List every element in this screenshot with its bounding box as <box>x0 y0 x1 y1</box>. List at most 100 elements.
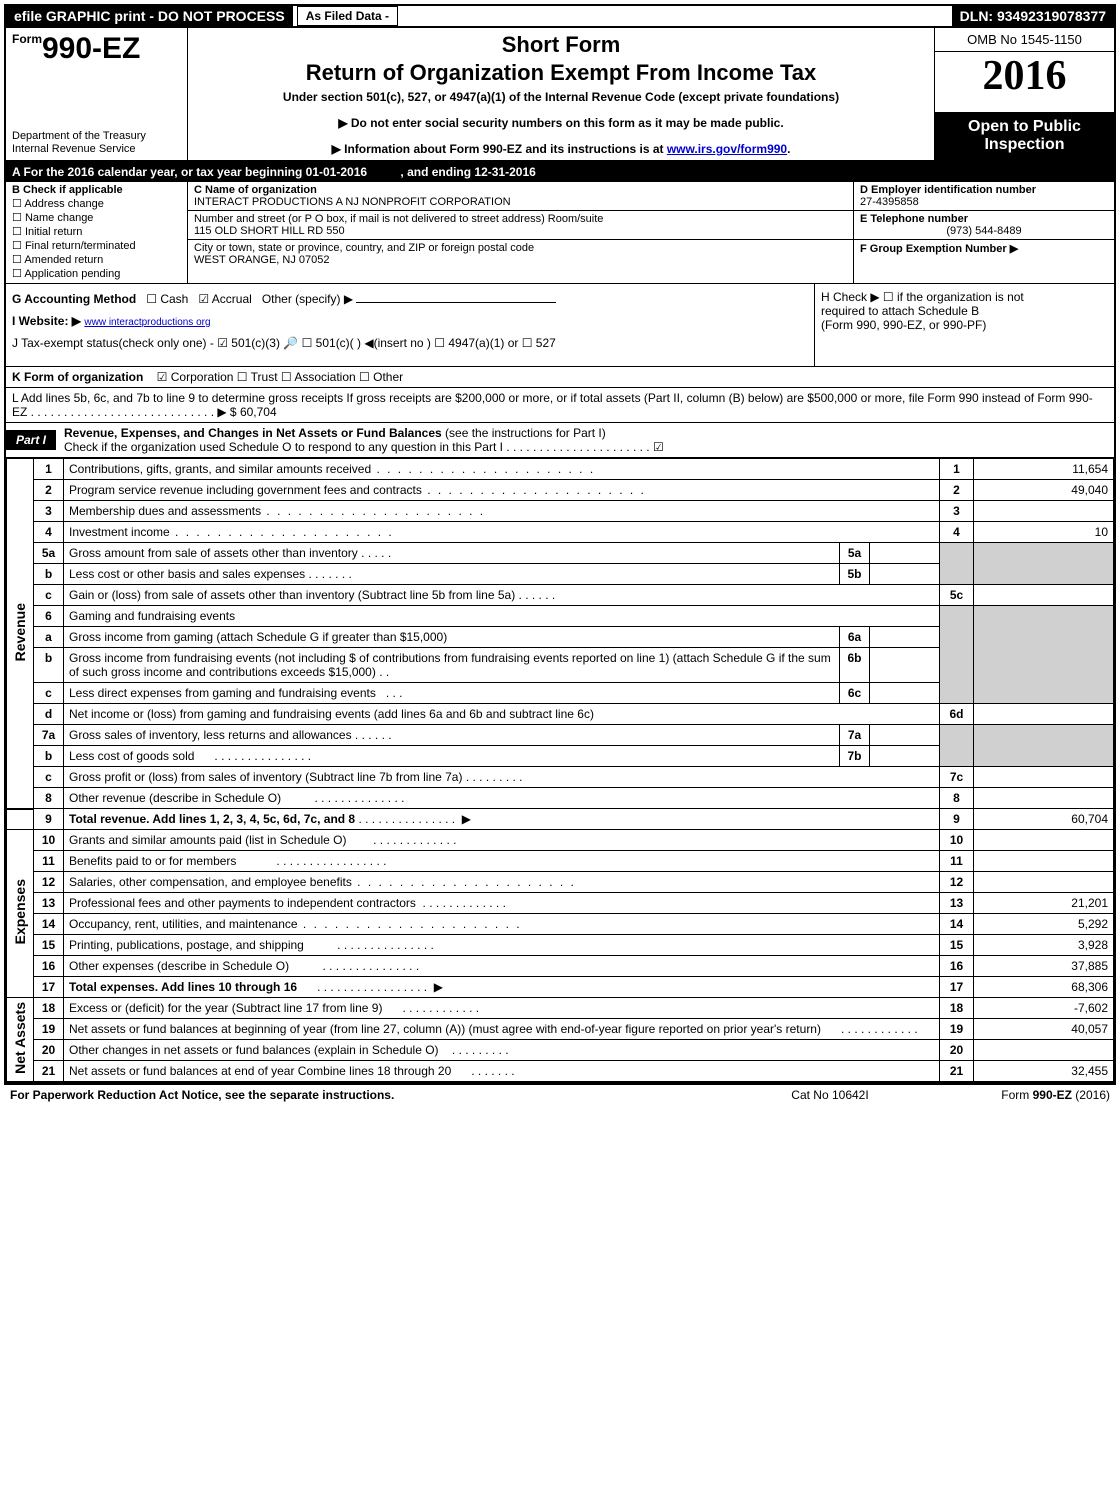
as-filed-label: As Filed Data - <box>297 6 398 26</box>
f-header: F Group Exemption Number ▶ <box>860 243 1018 255</box>
table-row: 11 Benefits paid to or for members . . .… <box>7 851 1114 872</box>
desc: Contributions, gifts, grants, and simila… <box>64 459 940 480</box>
sidebar-expenses: Expenses <box>7 830 34 998</box>
table-row: 2 Program service revenue including gove… <box>7 480 1114 501</box>
table-row: c Gain or (loss) from sale of assets oth… <box>7 585 1114 606</box>
table-row: 5a Gross amount from sale of assets othe… <box>7 543 1114 564</box>
department: Department of the Treasury Internal Reve… <box>12 130 181 156</box>
part1-title-bold: Revenue, Expenses, and Changes in Net As… <box>64 426 442 440</box>
table-row: Revenue 1 Contributions, gifts, grants, … <box>7 459 1114 480</box>
c-city-block: City or town, state or province, country… <box>188 240 853 268</box>
chk-pending[interactable]: ☐ Application pending <box>12 267 181 280</box>
website-link[interactable]: www interactproductions org <box>84 317 210 328</box>
under-section: Under section 501(c), 527, or 4947(a)(1)… <box>194 90 928 104</box>
sidebar-revenue: Revenue <box>7 459 34 809</box>
top-bar: efile GRAPHIC print - DO NOT PROCESS As … <box>6 6 1114 28</box>
i-line: I Website: ▶ www interactproductions org <box>12 314 808 328</box>
dept-line1: Department of the Treasury <box>12 130 181 143</box>
main-title: Return of Organization Exempt From Incom… <box>194 60 928 86</box>
d-header: D Employer identification number <box>860 184 1036 196</box>
table-row: Net Assets 18 Excess or (deficit) for th… <box>7 998 1114 1019</box>
table-row: 16 Other expenses (describe in Schedule … <box>7 956 1114 977</box>
part1-table: Revenue 1 Contributions, gifts, grants, … <box>6 458 1114 1082</box>
table-row: 3 Membership dues and assessments 3 <box>7 501 1114 522</box>
part1-check: Check if the organization used Schedule … <box>64 440 664 454</box>
dept-line2: Internal Revenue Service <box>12 143 181 156</box>
tax-year: 2016 <box>935 52 1114 112</box>
footer: For Paperwork Reduction Act Notice, see … <box>4 1084 1116 1105</box>
header-row: Form990-EZ Department of the Treasury In… <box>6 28 1114 162</box>
chk-address-change[interactable]: ☐ Address change <box>12 197 181 210</box>
section-b: B Check if applicable ☐ Address change ☐… <box>6 182 1114 284</box>
table-row: 9 Total revenue. Add lines 1, 2, 3, 4, 5… <box>7 809 1114 830</box>
col-g: G Accounting Method ☐ Cash ☑ Accrual Oth… <box>6 284 814 366</box>
chk-name-change[interactable]: ☐ Name change <box>12 211 181 224</box>
footer-right: Form 990-EZ (2016) <box>930 1088 1110 1102</box>
table-row: 6 Gaming and fundraising events <box>7 606 1114 627</box>
c-label: C Name of organization <box>194 184 317 196</box>
part1-tag: Part I <box>6 430 56 450</box>
note-info: ▶ Information about Form 990-EZ and its … <box>194 142 928 156</box>
spacer <box>398 6 952 26</box>
h-line3: (Form 990, 990-EZ, or 990-PF) <box>821 318 1108 332</box>
f-block: F Group Exemption Number ▶ <box>854 240 1114 257</box>
street-label: Number and street (or P O box, if mail i… <box>194 213 603 225</box>
table-row: d Net income or (loss) from gaming and f… <box>7 704 1114 725</box>
phone-value: (973) 544-8489 <box>860 225 1108 237</box>
table-row: 14 Occupancy, rent, utilities, and maint… <box>7 914 1114 935</box>
chk-initial-return[interactable]: ☐ Initial return <box>12 225 181 238</box>
part1-sub: (see the instructions for Part I) <box>442 426 606 440</box>
e-header: E Telephone number <box>860 213 968 225</box>
col-b: B Check if applicable ☐ Address change ☐… <box>6 182 188 283</box>
table-row: 7a Gross sales of inventory, less return… <box>7 725 1114 746</box>
row-l: L Add lines 5b, 6c, and 7b to line 9 to … <box>6 388 1114 423</box>
h-line2: required to attach Schedule B <box>821 304 1108 318</box>
irs-link[interactable]: www.irs.gov/form990 <box>667 142 787 156</box>
city-value: WEST ORANGE, NJ 07052 <box>194 254 330 266</box>
table-row: 21 Net assets or fund balances at end of… <box>7 1061 1114 1082</box>
j-label: J Tax-exempt status(check only one) - ☑ … <box>12 336 556 350</box>
part1-header: Part I Revenue, Expenses, and Changes in… <box>6 423 1114 458</box>
g-other: Other (specify) ▶ <box>262 292 353 306</box>
dln-label: DLN: 93492319078377 <box>952 6 1114 26</box>
table-row: 15 Printing, publications, postage, and … <box>7 935 1114 956</box>
g-cash[interactable]: ☐ Cash <box>146 292 188 306</box>
chk-final-return[interactable]: ☐ Final return/terminated <box>12 239 181 252</box>
chk-amended[interactable]: ☐ Amended return <box>12 253 181 266</box>
col-d: D Employer identification number 27-4395… <box>854 182 1114 283</box>
table-row: 13 Professional fees and other payments … <box>7 893 1114 914</box>
c-street-block: Number and street (or P O box, if mail i… <box>188 211 853 240</box>
col-c: C Name of organization INTERACT PRODUCTI… <box>188 182 854 283</box>
d-block: D Employer identification number 27-4395… <box>854 182 1114 211</box>
footer-left: For Paperwork Reduction Act Notice, see … <box>10 1088 730 1102</box>
city-label: City or town, state or province, country… <box>194 242 534 254</box>
note2-post: . <box>787 142 790 156</box>
rval: 11,654 <box>974 459 1114 480</box>
k-label: K Form of organization <box>12 370 143 384</box>
header-left: Form990-EZ Department of the Treasury In… <box>6 28 188 160</box>
i-label: I Website: ▶ <box>12 314 81 328</box>
part1-title: Revenue, Expenses, and Changes in Net As… <box>56 423 1114 457</box>
g-other-input[interactable] <box>356 302 556 303</box>
h-line1: H Check ▶ ☐ if the organization is not <box>821 290 1108 304</box>
b-header: B Check if applicable <box>12 184 181 196</box>
ein-value: 27-4395858 <box>860 196 919 208</box>
g-line: G Accounting Method ☐ Cash ☑ Accrual Oth… <box>12 292 808 306</box>
header-right: OMB No 1545-1150 2016 Open to Public Ins… <box>934 28 1114 160</box>
k-opts: ☑ Corporation ☐ Trust ☐ Association ☐ Ot… <box>157 370 403 384</box>
col-h: H Check ▶ ☐ if the organization is not r… <box>814 284 1114 366</box>
sidebar-net-assets: Net Assets <box>7 998 34 1082</box>
street-value: 115 OLD SHORT HILL RD 550 <box>194 225 345 237</box>
table-row: Expenses 10 Grants and similar amounts p… <box>7 830 1114 851</box>
g-accrual[interactable]: ☑ Accrual <box>198 292 251 306</box>
open-line1: Open to Public <box>939 118 1110 136</box>
row-k: K Form of organization ☑ Corporation ☐ T… <box>6 367 1114 388</box>
e-block: E Telephone number (973) 544-8489 <box>854 211 1114 240</box>
table-row: 17 Total expenses. Add lines 10 through … <box>7 977 1114 998</box>
table-row: 4 Investment income 4 10 <box>7 522 1114 543</box>
open-line2: Inspection <box>939 136 1110 154</box>
header-center: Short Form Return of Organization Exempt… <box>188 28 934 160</box>
rln: 1 <box>940 459 974 480</box>
section-gh: G Accounting Method ☐ Cash ☑ Accrual Oth… <box>6 284 1114 367</box>
org-name: INTERACT PRODUCTIONS A NJ NONPROFIT CORP… <box>194 196 511 208</box>
